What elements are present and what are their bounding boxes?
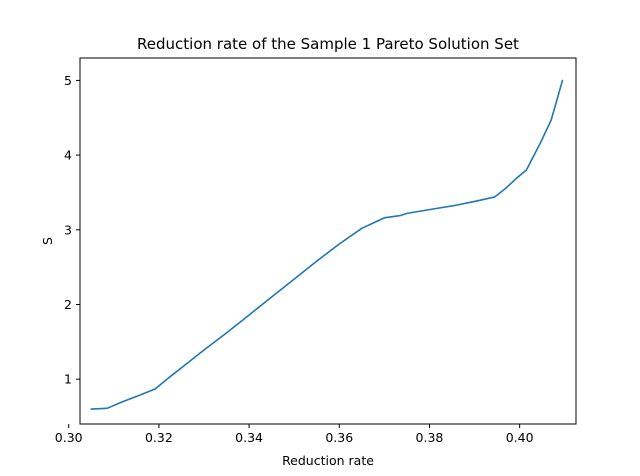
y-axis-label: S: [40, 237, 55, 245]
series-layer: [90, 79, 564, 410]
y-tick-label: 1: [64, 372, 72, 387]
y-tick-label: 2: [64, 297, 72, 312]
x-tick-label: 0.30: [55, 430, 83, 445]
x-tick-label: 0.32: [145, 430, 173, 445]
chart-title: Reduction rate of the Sample 1 Pareto So…: [137, 35, 519, 53]
y-tick-label: 4: [64, 148, 72, 163]
plot-frame: [79, 57, 577, 425]
x-tick-label: 0.38: [416, 430, 444, 445]
series-line: [90, 79, 564, 410]
x-tick-label: 0.34: [235, 430, 263, 445]
y-tick-label: 5: [64, 73, 72, 88]
x-tick-label: 0.40: [506, 430, 534, 445]
y-axis-ticks: 1 2 3 4 5: [64, 73, 80, 387]
x-axis-label: Reduction rate: [282, 453, 374, 468]
y-tick-label: 3: [64, 222, 72, 237]
x-axis-ticks: 0.30 0.32 0.34 0.36 0.38 0.40: [55, 424, 534, 445]
x-tick-label: 0.36: [325, 430, 353, 445]
